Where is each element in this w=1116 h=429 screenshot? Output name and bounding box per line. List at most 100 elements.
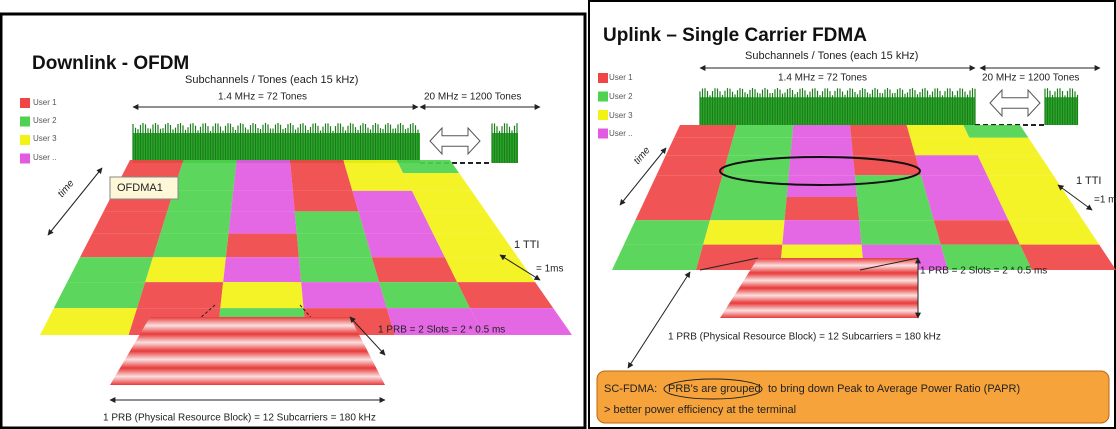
legend-swatch xyxy=(598,73,608,83)
resource-cell xyxy=(646,175,723,198)
legend-swatch xyxy=(598,110,608,120)
subtitle: Subchannels / Tones (each 15 kHz) xyxy=(185,74,358,86)
resource-cell xyxy=(733,125,794,138)
resource-cell xyxy=(940,244,1032,270)
legend-label: User 2 xyxy=(609,92,633,101)
resource-cell xyxy=(927,197,1009,221)
legend-label: User 3 xyxy=(609,111,633,120)
resource-cell xyxy=(612,244,704,270)
resource-cell xyxy=(379,282,471,309)
resource-cell xyxy=(167,190,234,212)
tti-duration: = 1ms xyxy=(536,264,564,275)
subtitle: Subchannels / Tones (each 15 kHz) xyxy=(745,50,918,62)
group-ring xyxy=(719,156,921,186)
resource-cell xyxy=(160,211,231,234)
resource-cell xyxy=(364,233,445,258)
tone-spikes xyxy=(1044,88,1079,125)
resource-cell xyxy=(298,257,380,283)
legend-swatch xyxy=(20,98,30,108)
note-box xyxy=(596,370,1110,424)
resource-cell xyxy=(352,190,423,212)
double-arrow xyxy=(429,126,481,156)
connector xyxy=(47,167,103,236)
legend-label: User 1 xyxy=(609,73,633,82)
highlight-ring xyxy=(663,378,763,400)
prb-stripe xyxy=(729,288,918,303)
resource-cell xyxy=(963,125,1029,138)
tooltip-text: OFDMA1 xyxy=(117,182,163,194)
resource-cell xyxy=(722,155,791,176)
resource-cell xyxy=(906,125,970,138)
resource-cell xyxy=(225,233,299,258)
resource-cell xyxy=(235,160,292,174)
resource-cell xyxy=(920,175,998,198)
resource-cell xyxy=(79,233,161,258)
resource-cell xyxy=(433,233,518,258)
resource-cell xyxy=(987,175,1068,198)
resource-cell xyxy=(470,308,572,335)
resource-cell xyxy=(859,220,941,245)
resource-cell xyxy=(790,137,853,156)
resource-cell xyxy=(358,211,434,234)
resource-cell xyxy=(716,175,789,198)
band-label: 1.4 MHz = 72 Tones xyxy=(218,92,307,103)
connector xyxy=(627,271,691,369)
tti-label: 1 TTI xyxy=(514,239,539,251)
prb-stripe xyxy=(120,351,377,368)
prb-stripe xyxy=(130,334,368,351)
resource-cell xyxy=(53,282,146,309)
legend-label: User 3 xyxy=(33,134,57,143)
resource-cell xyxy=(230,190,295,212)
note-highlight: PRB's are grouped xyxy=(668,383,761,395)
resource-cell xyxy=(173,173,236,191)
resource-cell xyxy=(347,173,412,191)
resource-cell xyxy=(850,125,911,138)
resource-cell xyxy=(910,137,978,156)
prb-definition: 1 PRB (Physical Resource Block) = 12 Sub… xyxy=(668,332,941,343)
resource-cell xyxy=(709,197,787,221)
double-arrow xyxy=(989,88,1041,118)
tooltip xyxy=(109,176,179,200)
resource-cell xyxy=(852,155,921,176)
resource-cell xyxy=(403,173,472,191)
resource-cell xyxy=(728,137,793,156)
tone-spikes xyxy=(132,123,419,163)
resource-cell xyxy=(294,211,365,234)
resource-cell xyxy=(969,137,1041,156)
tti-label: 1 TTI xyxy=(1076,175,1101,187)
prb-definition: 1 PRB (Physical Resource Block) = 12 Sub… xyxy=(103,413,376,424)
prb-stripe xyxy=(748,258,918,273)
legend-label: User .. xyxy=(609,129,633,138)
resource-cell xyxy=(623,220,710,245)
resource-cell xyxy=(1008,220,1100,245)
resource-cell xyxy=(301,282,387,309)
resource-cell xyxy=(40,308,138,335)
resource-cell xyxy=(665,137,734,156)
legend-swatch xyxy=(598,91,608,102)
prb-stripe xyxy=(720,303,918,318)
resource-cell xyxy=(703,220,785,245)
legend-swatch xyxy=(20,116,30,127)
resource-cell xyxy=(933,220,1020,245)
resource-cell xyxy=(782,220,862,245)
connector xyxy=(619,147,667,206)
resource-cell xyxy=(396,160,460,174)
resource-cell xyxy=(137,282,224,309)
resource-cell xyxy=(223,257,302,283)
resource-cell xyxy=(422,211,502,234)
resource-cell xyxy=(792,125,852,138)
band-label: 20 MHz = 1200 Tones xyxy=(424,92,521,103)
note-text: to bring down Peak to Average Power Rati… xyxy=(768,383,1020,395)
resource-cell xyxy=(371,257,458,283)
resource-cell xyxy=(296,233,372,258)
resource-cell xyxy=(457,282,554,309)
legend-swatch xyxy=(20,153,30,164)
resource-cell xyxy=(220,282,304,309)
note-text: SC-FDMA: xyxy=(604,383,657,395)
connector xyxy=(859,257,919,271)
prb-slots: 1 PRB = 2 Slots = 2 * 0.5 ms xyxy=(920,266,1047,277)
legend-label: User 1 xyxy=(33,98,57,107)
prb-stripe xyxy=(110,368,385,385)
tone-spikes xyxy=(699,88,976,125)
